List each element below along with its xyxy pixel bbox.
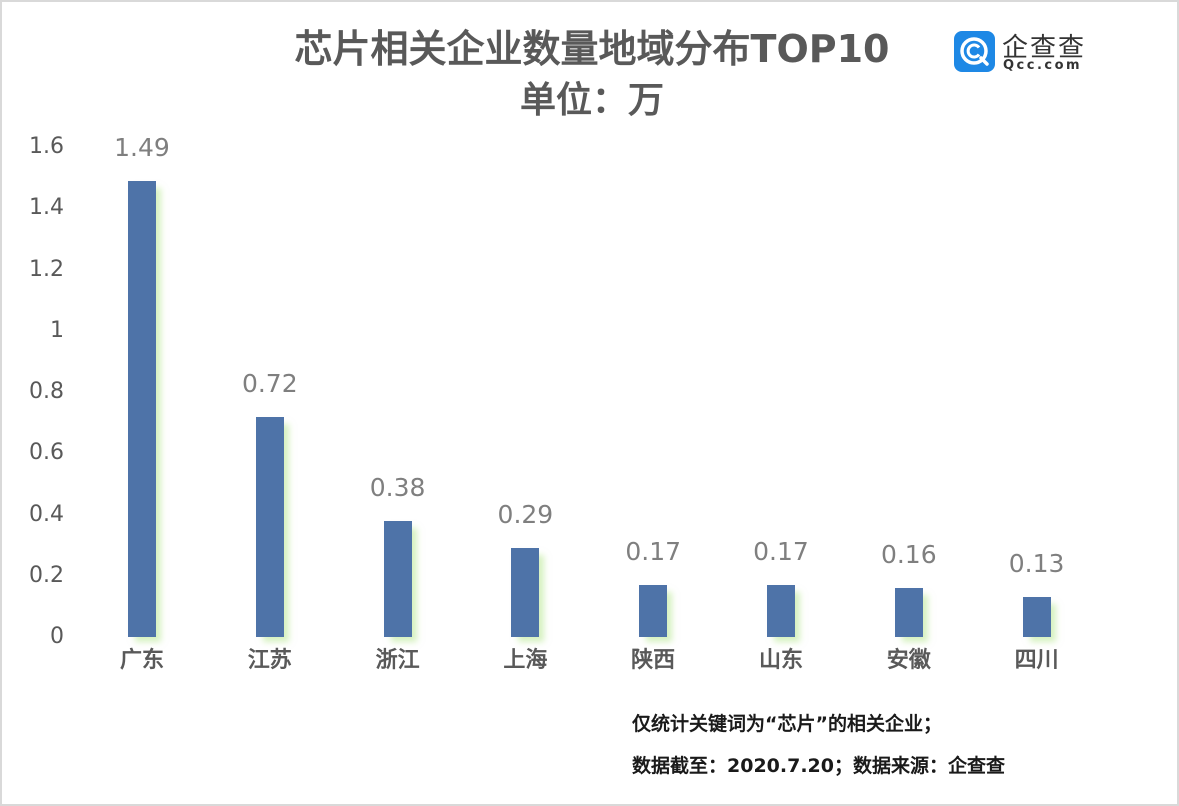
bar-6 <box>894 588 923 637</box>
bar-value-label: 0.38 <box>369 472 426 502</box>
bar-0 <box>128 180 156 637</box>
qcc-logo-name: 企查查 <box>1002 33 1087 63</box>
y-tick-label: 0 <box>50 624 64 649</box>
y-tick-label: 0.2 <box>29 562 64 588</box>
bar-7 <box>1022 597 1051 637</box>
x-category-label: 浙江 <box>375 648 420 673</box>
bar-value-label: 0.17 <box>753 536 809 566</box>
bar-1 <box>255 416 284 637</box>
x-category-label: 上海 <box>503 648 548 673</box>
y-tick-label: 1 <box>50 317 64 343</box>
bar-value-label: 0.16 <box>880 540 937 569</box>
x-category-label: 江苏 <box>247 648 292 673</box>
footnote-source: 数据截至：2020.7.20；数据来源：企查查 <box>632 755 1005 777</box>
footnote-scope: 仅统计关键词为“芯片”的相关企业； <box>632 713 942 735</box>
bar-5 <box>767 584 795 637</box>
bar-value-label: 0.72 <box>241 368 298 398</box>
bar-2 <box>383 520 412 637</box>
x-category-label: 陕西 <box>631 648 676 673</box>
x-category-label: 广东 <box>119 648 164 673</box>
y-tick-label: 0.4 <box>29 501 64 527</box>
qcc-logo-domain: Qcc.com <box>1003 58 1083 73</box>
x-category-label: 安徽 <box>886 648 931 673</box>
bar-4 <box>639 584 668 637</box>
bar-value-label: 0.29 <box>497 500 554 530</box>
x-category-label: 四川 <box>1014 648 1059 673</box>
bar-3 <box>511 548 540 637</box>
qcc-logo-icon <box>954 31 995 72</box>
y-tick-label: 0.8 <box>29 379 64 404</box>
x-category-label: 山东 <box>758 648 803 673</box>
y-tick-label: 0.6 <box>29 440 64 466</box>
bar-value-label: 0.13 <box>1008 549 1065 579</box>
chart-title: 芯片相关企业数量地域分布TOP10 <box>294 27 890 71</box>
y-tick-label: 1.6 <box>29 134 64 159</box>
y-tick-label: 1.4 <box>29 195 64 221</box>
bar-value-label: 1.49 <box>114 132 170 162</box>
bar-value-label: 0.17 <box>625 536 682 566</box>
y-tick-label: 1.2 <box>29 256 64 282</box>
chart-unit-subtitle: 单位：万 <box>519 80 664 121</box>
